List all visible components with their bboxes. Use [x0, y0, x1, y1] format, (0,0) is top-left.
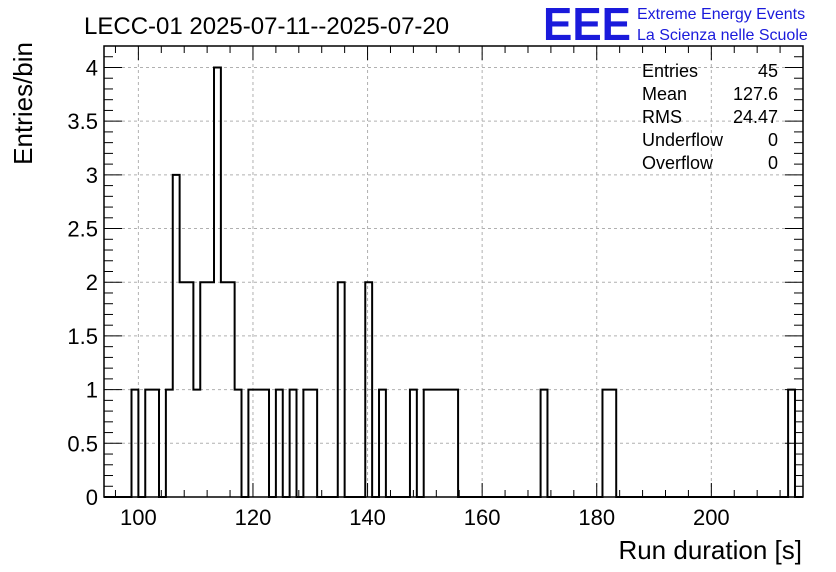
logo-letters: EEE — [543, 0, 631, 50]
logo-line1: Extreme Energy Events — [637, 6, 805, 23]
stat-label: Underflow — [642, 130, 724, 150]
stat-label: Entries — [642, 61, 698, 81]
axes-frame — [103, 45, 804, 498]
y-tick-label: 3.5 — [67, 109, 98, 134]
y-tick-label: 1 — [86, 378, 98, 403]
eee-logo: EEE Extreme Energy Events La Scienza nel… — [543, 0, 808, 50]
y-tick-label: 4 — [86, 55, 98, 80]
y-tick-label: 3 — [86, 163, 98, 188]
x-tick-label: 200 — [693, 505, 730, 530]
x-tick-label: 140 — [349, 505, 386, 530]
y-tick-label: 0 — [86, 485, 98, 510]
histogram-outline — [104, 66, 803, 498]
chart-title: LECC-01 2025-07-11--2025-07-20 — [84, 13, 449, 40]
y-tick-label: 1.5 — [67, 324, 98, 349]
stats-box: Entries 45 Mean 127.6 RMS 24.47 Underflow 0 Over… — [642, 61, 778, 173]
y-axis-label: Entries/bin — [8, 42, 38, 165]
stat-label: RMS — [642, 107, 682, 127]
stat-value: 0 — [768, 153, 778, 173]
stat-label: Overflow — [642, 153, 714, 173]
stat-label: Mean — [642, 84, 687, 104]
stat-value: 0 — [768, 130, 778, 150]
x-axis-label: Run duration [s] — [618, 535, 802, 565]
x-tick-label: 160 — [464, 505, 501, 530]
stat-value: 45 — [758, 61, 778, 81]
stat-value: 24.47 — [733, 107, 778, 127]
x-tick-label: 100 — [120, 505, 157, 530]
x-tick-label: 120 — [235, 505, 272, 530]
x-tick-label: 180 — [578, 505, 615, 530]
x-axis-ticks: 100 120 140 160 180 200 — [114, 46, 781, 530]
stat-value: 127.6 — [733, 84, 778, 104]
y-axis-ticks: 0 0.5 1 1.5 2 2.5 3 3.5 4 — [67, 55, 803, 510]
histogram-bars — [104, 66, 803, 498]
y-tick-label: 2.5 — [67, 217, 98, 242]
logo-line2: La Scienza nelle Scuole — [637, 27, 808, 44]
y-tick-label: 2 — [86, 270, 98, 295]
grid-lines — [104, 46, 803, 498]
y-tick-label: 0.5 — [67, 431, 98, 456]
plot-frame — [103, 45, 804, 498]
